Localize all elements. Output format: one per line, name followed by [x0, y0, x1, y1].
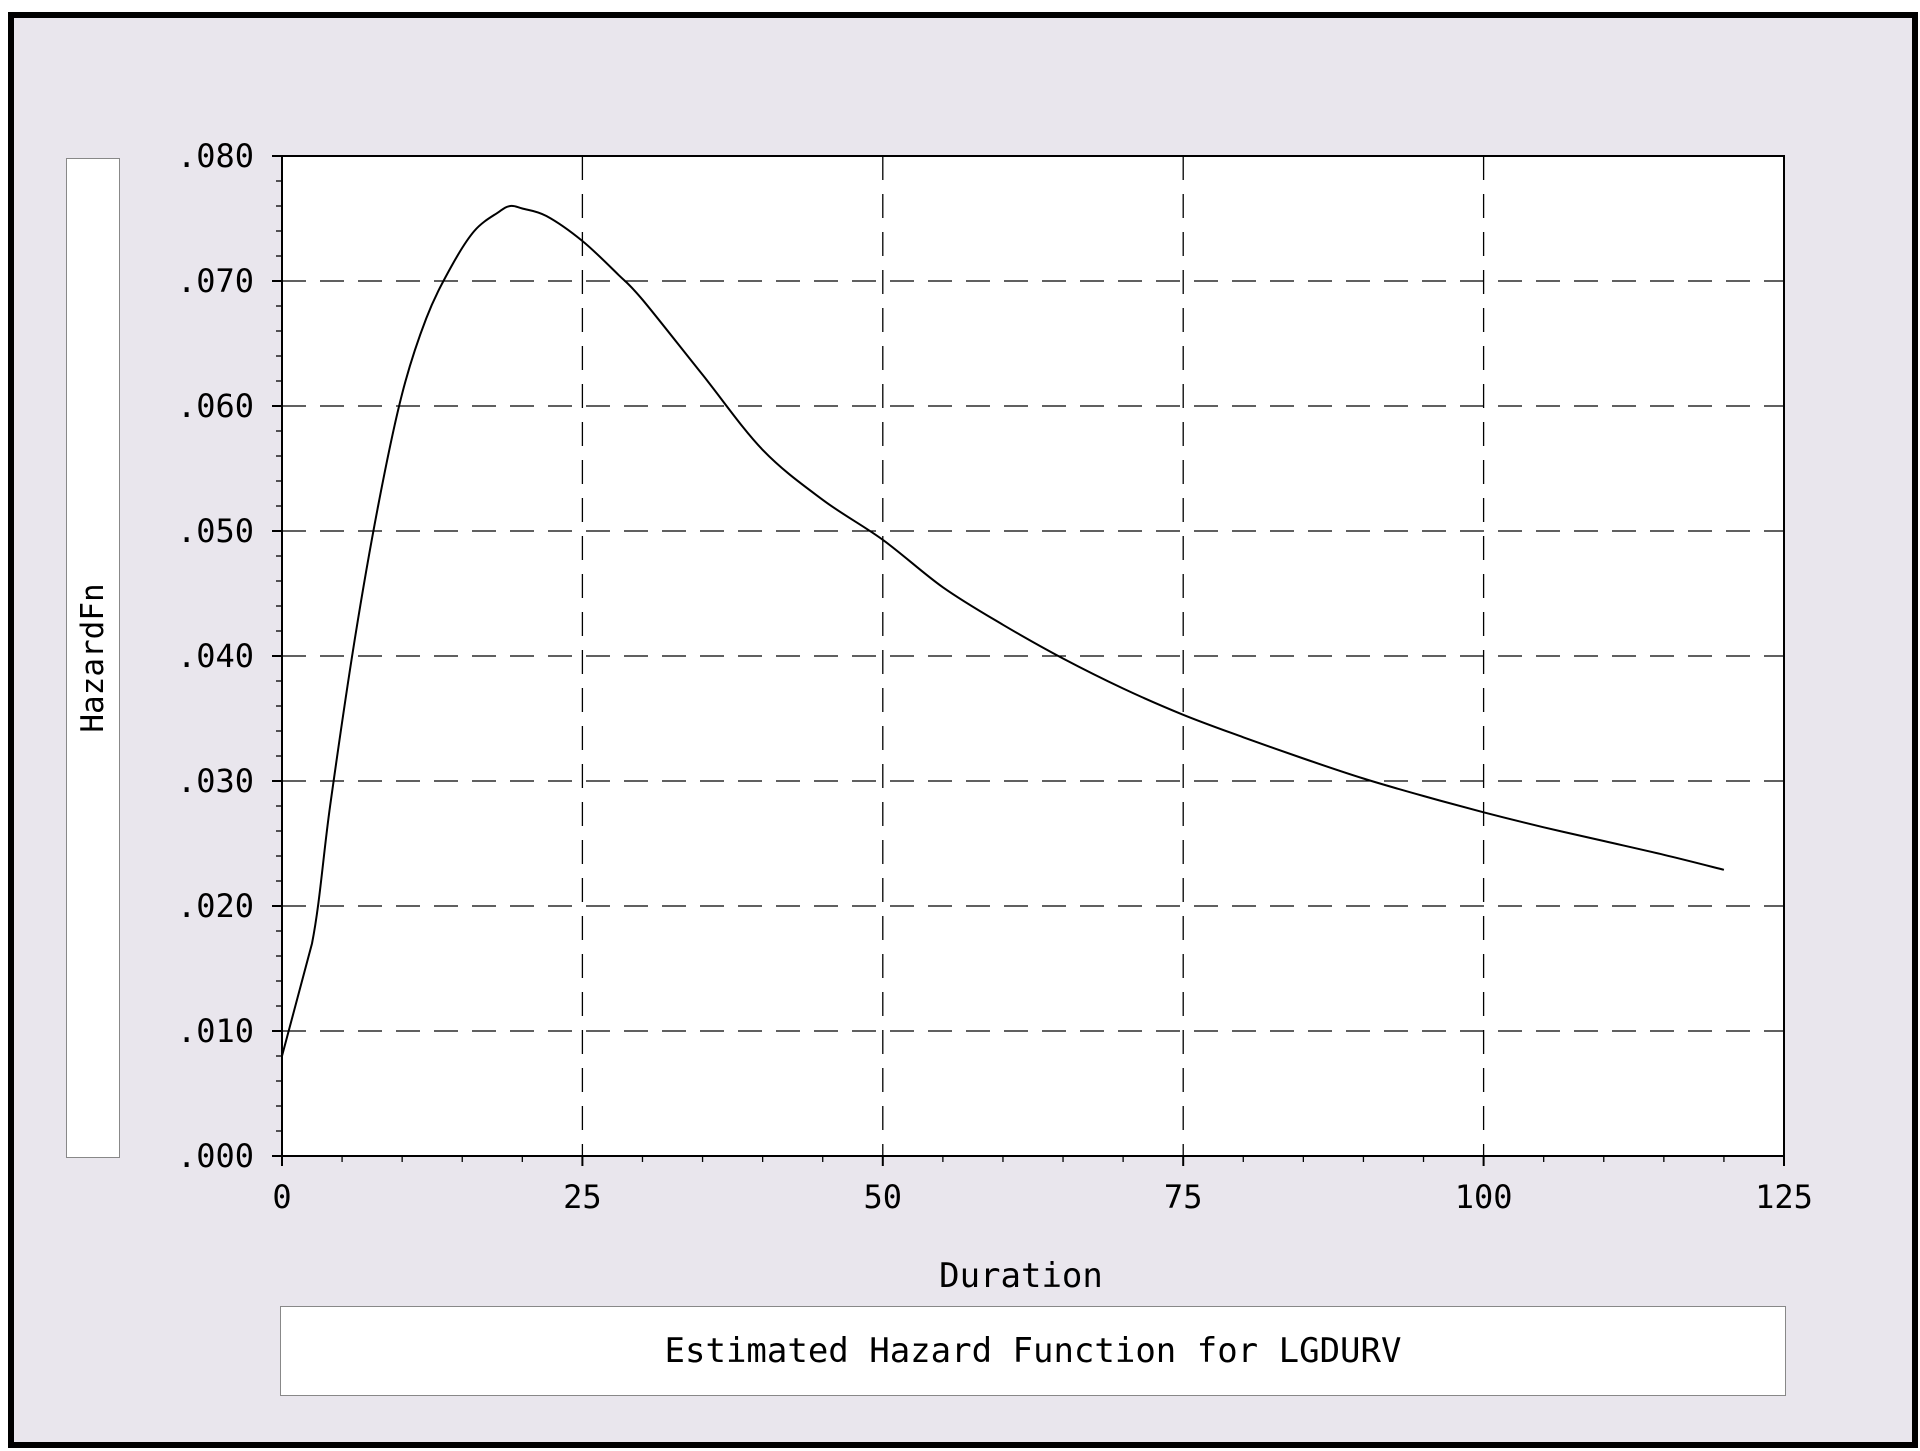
x-tick-labels: 0 25 50 75 100 125	[272, 1178, 1813, 1216]
x-tick-label: 75	[1164, 1178, 1203, 1216]
minor-ticks	[272, 155, 1785, 1166]
y-tick-label: .080	[177, 137, 254, 175]
chart-title: Estimated Hazard Function for LGDURV	[664, 1331, 1402, 1371]
x-tick-label: 0	[272, 1178, 291, 1216]
hazard-line	[281, 204, 1725, 1057]
y-tick-label: .020	[177, 887, 254, 925]
y-tick-label: .000	[177, 1137, 254, 1175]
y-tick-label: .040	[177, 637, 254, 675]
y-tick-label: .070	[177, 262, 254, 300]
y-tick-label: .010	[177, 1012, 254, 1050]
y-tick-labels: .000 .010 .020 .030 .040 .050 .060 .070 .080	[177, 137, 254, 1175]
series	[281, 204, 1725, 1057]
x-tick-label: 125	[1755, 1178, 1813, 1216]
x-tick-label: 25	[563, 1178, 602, 1216]
y-axis-label-box: HazardFn	[66, 158, 120, 1158]
x-tick-label: 50	[864, 1178, 903, 1216]
x-tick-label: 100	[1455, 1178, 1513, 1216]
x-axis-title: Duration	[939, 1256, 1103, 1296]
grid-lines	[282, 156, 1784, 1156]
y-tick-label: .050	[177, 512, 254, 550]
y-tick-label: .060	[177, 387, 254, 425]
chart-title-box: Estimated Hazard Function for LGDURV	[280, 1306, 1786, 1396]
y-tick-label: .030	[177, 762, 254, 800]
